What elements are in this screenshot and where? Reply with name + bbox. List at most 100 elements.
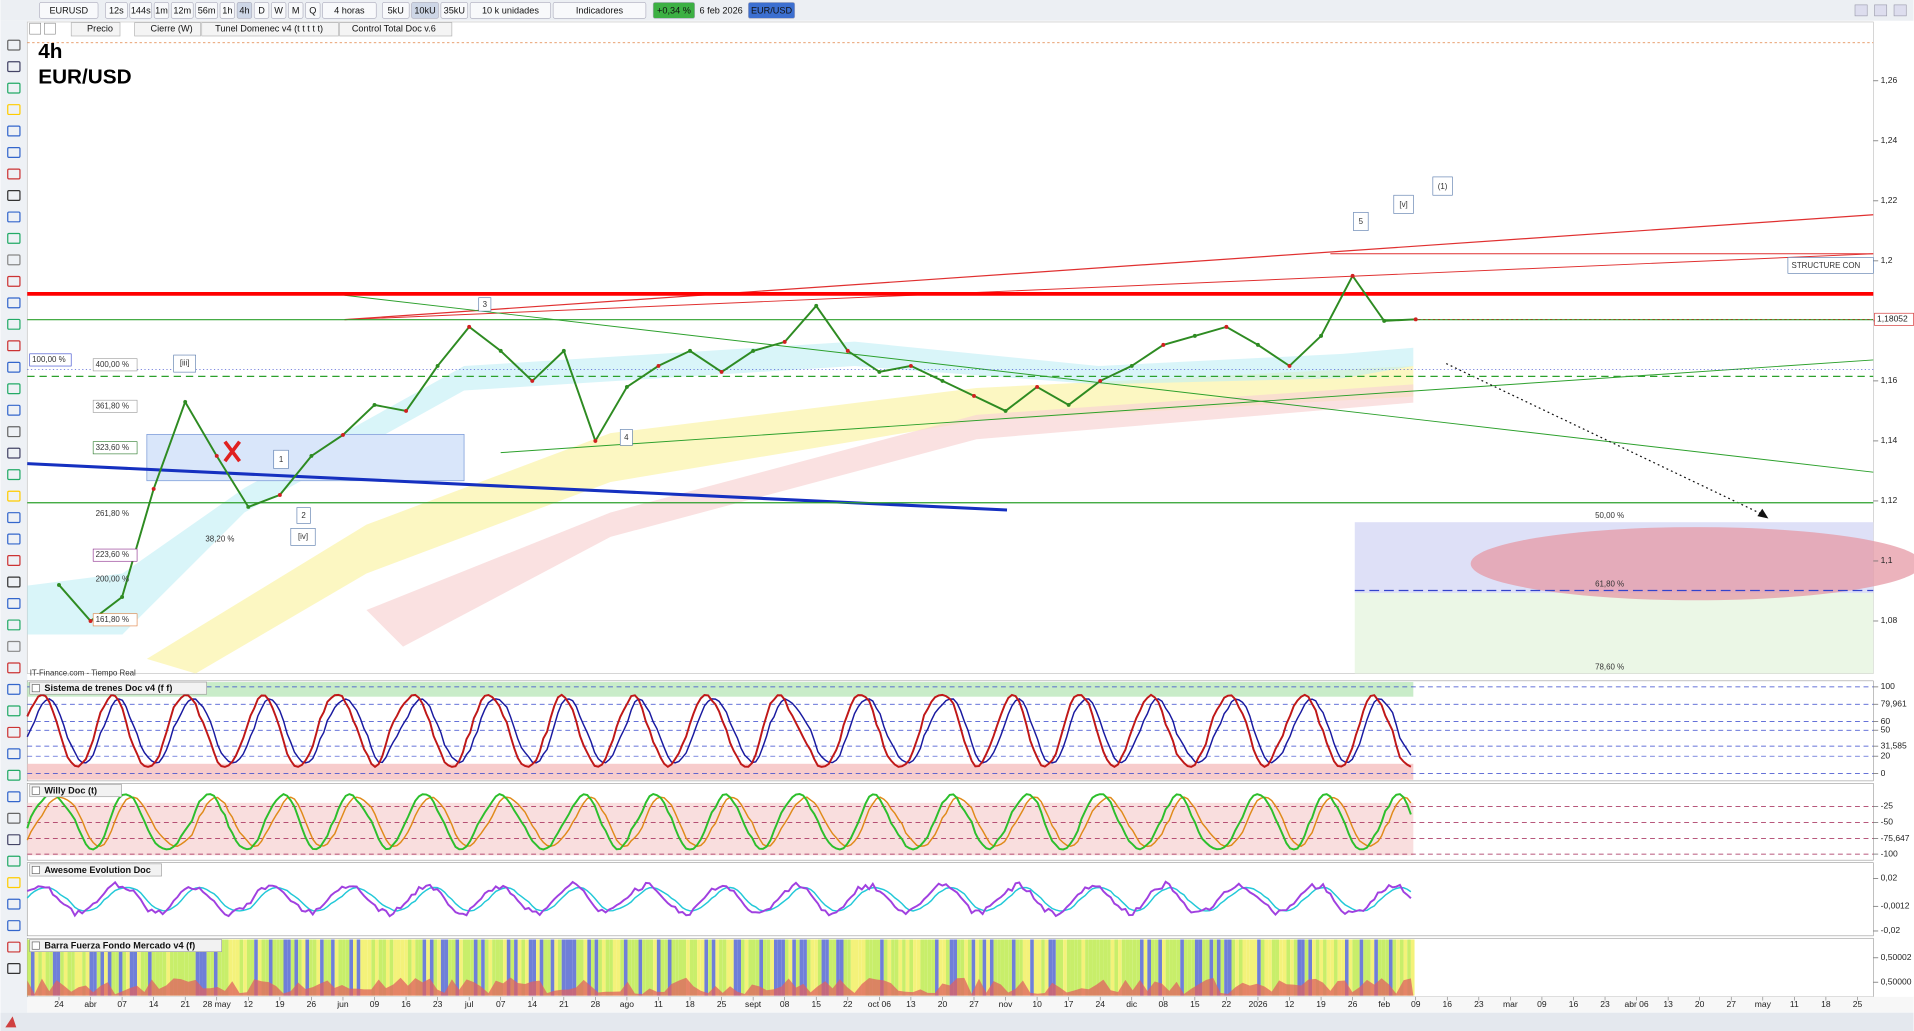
tool-icon[interactable] xyxy=(7,426,21,438)
tool-icon[interactable] xyxy=(7,812,21,824)
tool-icon[interactable] xyxy=(7,383,21,395)
tool-icon[interactable] xyxy=(7,963,21,975)
tool-icon[interactable] xyxy=(7,748,21,760)
toolbar-label[interactable]: 10 k unidades xyxy=(482,5,539,15)
toolbar-label[interactable]: 144s xyxy=(131,5,151,15)
tool-icon[interactable] xyxy=(7,125,21,137)
tool-icon[interactable] xyxy=(7,791,21,803)
tool-icon[interactable] xyxy=(7,726,21,738)
panel-close[interactable] xyxy=(31,684,40,693)
toolbar-button[interactable] xyxy=(322,2,377,19)
tool-icon[interactable] xyxy=(7,662,21,674)
toolbar-button[interactable] xyxy=(170,2,194,19)
oscillator-line xyxy=(26,693,1412,769)
tool-icon[interactable] xyxy=(7,920,21,932)
toolbar-button[interactable] xyxy=(382,2,410,19)
tool-icon[interactable] xyxy=(7,555,21,567)
tool-icon[interactable] xyxy=(7,104,21,116)
tool-icon[interactable] xyxy=(7,490,21,502)
tool-icon[interactable] xyxy=(7,318,21,330)
tool-icon[interactable] xyxy=(7,211,21,223)
tool-icon[interactable] xyxy=(7,576,21,588)
toolbar-button[interactable] xyxy=(195,2,218,19)
toolbar-button[interactable] xyxy=(219,2,235,19)
tool-icon[interactable] xyxy=(7,297,21,309)
tool-icon[interactable] xyxy=(7,275,21,287)
tool-icon[interactable] xyxy=(7,512,21,524)
tool-icon[interactable] xyxy=(7,705,21,717)
tool-icon[interactable] xyxy=(7,189,21,201)
tag-label[interactable]: Control Total Doc v.6 xyxy=(352,24,436,34)
toolbar-button[interactable] xyxy=(270,2,287,19)
panel-close[interactable] xyxy=(31,786,40,795)
toolbar-label[interactable]: Q xyxy=(309,5,316,15)
toolbar-label[interactable]: 4 horas xyxy=(334,5,365,15)
tool-icon[interactable] xyxy=(7,232,21,244)
toolbar-button[interactable] xyxy=(411,2,439,19)
tool-icon[interactable] xyxy=(7,898,21,910)
toolbar-label[interactable]: Indicadores xyxy=(576,5,624,15)
tool-icon[interactable] xyxy=(7,361,21,373)
tool-icon[interactable] xyxy=(7,404,21,416)
x-tick-label: 18 xyxy=(1821,999,1831,1009)
toolbar-button[interactable] xyxy=(129,2,153,19)
tool-icon[interactable] xyxy=(7,640,21,652)
toolbar-button[interactable] xyxy=(305,2,321,19)
tag[interactable] xyxy=(70,22,121,37)
toolbar-button[interactable] xyxy=(440,2,469,19)
toolbar-button[interactable] xyxy=(153,2,170,19)
tag-label[interactable]: Tunel Domenec v4 (t t t t t) xyxy=(215,24,323,34)
toolbar-button[interactable] xyxy=(552,2,647,19)
window-control[interactable] xyxy=(1874,4,1888,17)
toolbar-label[interactable]: 35kU xyxy=(444,5,465,15)
tool-icon[interactable] xyxy=(7,61,21,73)
toolbar-label[interactable]: 5kU xyxy=(388,5,404,15)
tag[interactable] xyxy=(134,22,201,37)
tool-icon[interactable] xyxy=(7,168,21,180)
tool-icon[interactable] xyxy=(7,147,21,159)
tool-icon[interactable] xyxy=(7,834,21,846)
toolbar-button[interactable] xyxy=(469,2,552,19)
tool-icon[interactable] xyxy=(7,447,21,459)
toolbar-label[interactable]: EURUSD xyxy=(49,5,88,15)
toolbar-label[interactable]: 1m xyxy=(155,5,168,15)
tool-icon[interactable] xyxy=(7,619,21,631)
toolbar-label[interactable]: M xyxy=(292,5,300,15)
tag-label[interactable]: Precio xyxy=(87,24,113,34)
tool-icon[interactable] xyxy=(7,769,21,781)
force-bar xyxy=(495,939,500,996)
toolbar-button[interactable] xyxy=(288,2,304,19)
tool-icon[interactable] xyxy=(7,941,21,953)
tool-icon[interactable] xyxy=(7,254,21,266)
window-control[interactable] xyxy=(1893,4,1907,17)
toolbar-button[interactable] xyxy=(253,2,270,19)
toolbar-label[interactable]: 1h xyxy=(222,5,232,15)
toolbar-label[interactable]: 4h xyxy=(239,5,249,15)
tool-icon[interactable] xyxy=(7,469,21,481)
tag[interactable] xyxy=(339,22,453,37)
toolbar-label[interactable]: 12m xyxy=(173,5,191,15)
price-point xyxy=(246,504,251,509)
toolbar-label[interactable]: 12s xyxy=(109,5,124,15)
tag[interactable] xyxy=(201,22,339,37)
tool-icon[interactable] xyxy=(7,82,21,94)
tool-icon[interactable] xyxy=(7,340,21,352)
tool-icon[interactable] xyxy=(7,39,21,51)
panel-close[interactable] xyxy=(31,865,40,874)
tool-icon[interactable] xyxy=(7,877,21,889)
tool-icon[interactable] xyxy=(7,855,21,867)
toolbar-button[interactable] xyxy=(236,2,253,19)
tool-icon[interactable] xyxy=(7,597,21,609)
tool-icon[interactable] xyxy=(7,533,21,545)
panel-header xyxy=(29,863,162,877)
toolbar-button[interactable] xyxy=(39,2,99,19)
toolbar-button[interactable] xyxy=(105,2,128,19)
panel-close[interactable] xyxy=(31,941,40,950)
toolbar-label[interactable]: 10kU xyxy=(414,5,435,15)
tool-icon[interactable] xyxy=(7,683,21,695)
toolbar-label[interactable]: D xyxy=(258,5,265,15)
toolbar-label[interactable]: W xyxy=(274,5,283,15)
window-control[interactable] xyxy=(1854,4,1868,17)
tag-label[interactable]: Cierre (W) xyxy=(151,24,193,34)
toolbar-label[interactable]: 56m xyxy=(198,5,216,15)
